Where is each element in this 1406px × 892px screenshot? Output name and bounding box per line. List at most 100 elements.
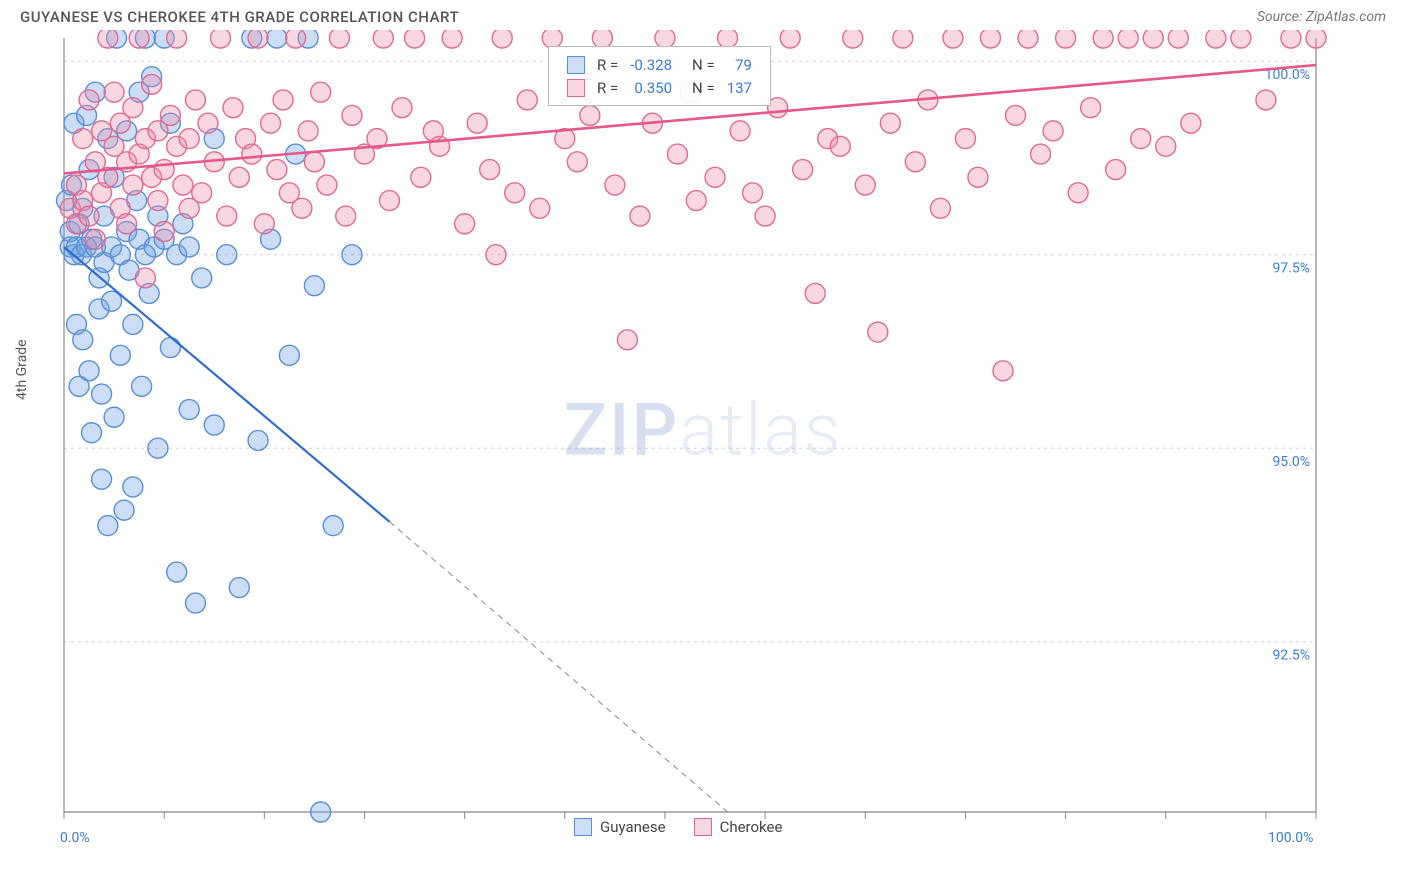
data-point xyxy=(79,361,99,381)
data-point xyxy=(73,330,93,350)
data-point xyxy=(405,30,425,48)
data-point xyxy=(211,30,231,48)
data-point xyxy=(830,136,850,156)
data-point xyxy=(605,175,625,195)
y-tick-label: 97.5% xyxy=(1272,261,1310,277)
data-point xyxy=(955,129,975,149)
data-point xyxy=(123,175,143,195)
legend-swatch xyxy=(694,818,712,836)
data-point xyxy=(123,98,143,118)
scatter-plot: 92.5%95.0%97.5%100.0% xyxy=(20,30,1338,830)
data-point xyxy=(82,423,102,443)
data-point xyxy=(179,129,199,149)
trend-line-extrapolation xyxy=(390,522,728,812)
data-point xyxy=(336,206,356,226)
data-point xyxy=(705,167,725,187)
correlation-legend: R =-0.328N =79R =0.350N =137 xyxy=(548,46,771,106)
data-point xyxy=(667,144,687,164)
source-attribution: Source: ZipAtlas.com xyxy=(1257,9,1386,25)
data-point xyxy=(311,802,331,822)
data-point xyxy=(286,30,306,48)
data-point xyxy=(104,82,124,102)
data-point xyxy=(755,206,775,226)
data-point xyxy=(868,322,888,342)
data-point xyxy=(148,438,168,458)
data-point xyxy=(229,578,249,598)
data-point xyxy=(1043,121,1063,141)
data-point xyxy=(217,245,237,265)
data-point xyxy=(92,469,112,489)
legend-row: R =0.350N =137 xyxy=(561,76,758,99)
data-point xyxy=(185,593,205,613)
data-point xyxy=(292,198,312,218)
data-point xyxy=(1031,144,1051,164)
data-point xyxy=(342,245,362,265)
data-point xyxy=(1156,136,1176,156)
y-tick-label: 92.5% xyxy=(1272,648,1310,664)
data-point xyxy=(793,160,813,180)
data-point xyxy=(617,330,637,350)
x-axis-min-label: 0.0% xyxy=(60,830,90,846)
data-point xyxy=(1006,105,1026,125)
data-point xyxy=(192,183,212,203)
data-point xyxy=(1118,30,1138,48)
series-legend: Guyanese Cherokee xyxy=(560,818,796,840)
data-point xyxy=(185,90,205,110)
data-point xyxy=(373,30,393,48)
data-point xyxy=(154,160,174,180)
data-point xyxy=(92,384,112,404)
data-point xyxy=(392,98,412,118)
data-point xyxy=(79,90,99,110)
data-point xyxy=(567,152,587,172)
data-point xyxy=(1018,30,1038,48)
data-point xyxy=(1256,90,1276,110)
data-point xyxy=(132,376,152,396)
data-point xyxy=(267,30,287,48)
legend-item: Guyanese xyxy=(574,818,666,836)
data-point xyxy=(980,30,1000,48)
data-point xyxy=(480,160,500,180)
data-point xyxy=(1106,160,1126,180)
data-point xyxy=(855,175,875,195)
data-point xyxy=(1093,30,1113,48)
data-point xyxy=(217,206,237,226)
data-point xyxy=(467,113,487,133)
y-axis-label: 4th Grade xyxy=(14,339,30,400)
data-point xyxy=(229,167,249,187)
data-point xyxy=(129,30,149,48)
data-point xyxy=(505,183,525,203)
chart-title: GUYANESE VS CHEROKEE 4TH GRADE CORRELATI… xyxy=(20,8,459,26)
data-point xyxy=(1068,183,1088,203)
data-point xyxy=(442,30,462,48)
data-point xyxy=(1231,30,1251,48)
data-point xyxy=(123,477,143,497)
legend-swatch xyxy=(574,818,592,836)
data-point xyxy=(968,167,988,187)
data-point xyxy=(98,30,118,48)
data-point xyxy=(179,237,199,257)
data-point xyxy=(248,430,268,450)
chart-container: 4th Grade 92.5%95.0%97.5%100.0% ZIPatlas… xyxy=(20,30,1386,830)
data-point xyxy=(380,191,400,211)
data-point xyxy=(311,82,331,102)
data-point xyxy=(943,30,963,48)
data-point xyxy=(79,206,99,226)
data-point xyxy=(1081,98,1101,118)
data-point xyxy=(73,129,93,149)
data-point xyxy=(580,105,600,125)
data-point xyxy=(1143,30,1163,48)
data-point xyxy=(114,500,134,520)
data-point xyxy=(411,167,431,187)
data-point xyxy=(242,144,262,164)
legend-swatch xyxy=(567,56,585,74)
data-point xyxy=(85,229,105,249)
data-point xyxy=(805,283,825,303)
data-point xyxy=(1181,113,1201,133)
data-point xyxy=(167,562,187,582)
data-point xyxy=(273,90,293,110)
data-point xyxy=(304,152,324,172)
data-point xyxy=(254,214,274,234)
data-point xyxy=(248,30,268,48)
legend-item: Cherokee xyxy=(694,818,783,836)
data-point xyxy=(142,74,162,94)
